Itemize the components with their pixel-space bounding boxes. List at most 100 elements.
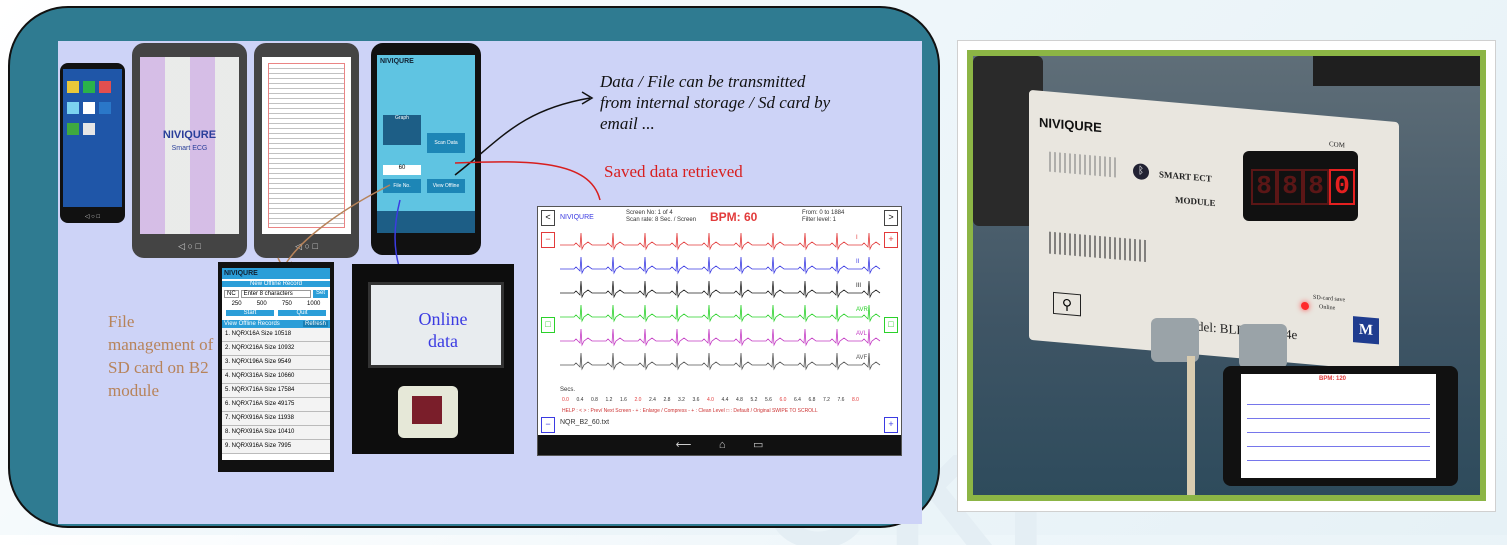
offline-records-tablet: NIVIQURE New Offline Record NC Enter 8 c…	[218, 262, 334, 472]
recents-icon[interactable]: ▭	[753, 439, 764, 451]
splash-phone: NIVIQURE Smart ECG ◁ ○ □	[132, 43, 247, 258]
refresh-button[interactable]: Refresh	[302, 321, 328, 327]
bluetooth-icon: ᛒ	[1133, 162, 1149, 181]
menu-value: 60	[383, 165, 421, 175]
list-item[interactable]: 4. NQRX316A Size 10660	[222, 370, 330, 384]
quit-button[interactable]: Quit	[278, 310, 326, 316]
switch-bank	[1049, 151, 1119, 178]
list-item[interactable]: 3. NQRX196A Size 9549	[222, 356, 330, 370]
secs-tick: 3.2	[678, 397, 685, 403]
ecg-trace-ii	[560, 256, 881, 275]
launcher-icons	[63, 69, 122, 152]
seven-segment-display: 8 8 8 0	[1243, 151, 1358, 221]
ecg-brand: NIVIQURE	[560, 214, 594, 221]
splash-nav: ◁ ○ □	[178, 241, 201, 251]
lead-label: AVF	[856, 355, 868, 361]
new-offline-record: New Offline Record	[222, 281, 330, 287]
home-icon[interactable]: ⌂	[718, 439, 726, 451]
start-button[interactable]: Start	[226, 310, 274, 316]
menu-button-graph[interactable]: Graph	[383, 115, 421, 145]
secs-tick: 3.6	[692, 397, 700, 403]
lead-label: III	[856, 283, 861, 289]
online-label: Online	[1319, 304, 1336, 312]
rate-option[interactable]: 250	[231, 301, 242, 307]
compress-button[interactable]: +	[884, 232, 898, 248]
from-range: From: 0 to 1884	[802, 210, 845, 216]
info-screen	[262, 57, 351, 234]
secs-tick: 7.2	[823, 397, 830, 403]
next-screen-button[interactable]: >	[884, 210, 898, 226]
com-label: COM	[1329, 140, 1345, 150]
lead-label: I	[856, 235, 858, 241]
filter-level: Filter level: 1	[802, 217, 837, 223]
android-nav-bar: ⟵ ⌂ ▭	[538, 435, 901, 455]
online-data-photo: Online data	[352, 264, 514, 454]
list-item[interactable]: 6. NQRX716A Size 49175	[222, 398, 330, 412]
monitor-screen	[368, 282, 504, 368]
rate-option[interactable]: 1000	[307, 301, 321, 307]
secs-tick: 6.0	[779, 397, 787, 403]
default-right-button[interactable]: □	[884, 317, 898, 333]
secs-tick: 1.6	[620, 397, 627, 403]
secs-tick: 4.0	[707, 397, 714, 403]
list-item[interactable]: 9. NQRX916A Size 7995	[222, 440, 330, 454]
default-left-button[interactable]: □	[541, 317, 555, 333]
menu-button-view-offline[interactable]: View Offline	[427, 179, 465, 193]
lead-label: AVR	[856, 307, 869, 313]
menu-button-scan[interactable]: Scan Data	[427, 133, 465, 153]
list-item[interactable]: 2. NQRX216A Size 10932	[222, 342, 330, 356]
file-management-note: File management of SD card on B2 module	[108, 312, 214, 400]
lead-label: AVL	[856, 331, 868, 337]
list-item[interactable]: 8. NQRX916A Size 10410	[222, 426, 330, 440]
secs-label: Secs.	[560, 387, 576, 393]
enlarge-button[interactable]: −	[541, 232, 555, 248]
secs-tick: 0.8	[591, 397, 598, 403]
record-name-input[interactable]: Enter 8 characters	[240, 290, 311, 298]
secs-tick: 0.0	[562, 397, 569, 403]
view-offline-records: View Offline Records	[224, 321, 280, 327]
secs-tick: 2.4	[649, 397, 656, 403]
menu-button-file-no[interactable]: File No.	[383, 179, 421, 193]
secs-tick: 5.2	[750, 397, 758, 403]
smartphone-screen: BPM: 120	[1241, 374, 1436, 478]
list-item[interactable]: 1. NQRX16A Size 10518	[222, 328, 330, 342]
secs-tick: 8.0	[852, 397, 859, 403]
bpm-readout: BPM: 60	[710, 210, 758, 224]
connector-2	[1239, 324, 1287, 368]
secs-tick: 6.8	[808, 397, 816, 403]
prev-screen-button[interactable]: <	[541, 210, 555, 226]
clean-plus-button[interactable]: +	[884, 417, 898, 433]
phone-bpm: BPM: 120	[1319, 376, 1347, 382]
cable	[1187, 356, 1195, 495]
lead-label: II	[856, 259, 860, 265]
person-icon: ⚲	[1053, 291, 1081, 317]
rate-option[interactable]: 500	[256, 301, 267, 307]
device-photo: NIVIQURE SMART ECT MODULE ᛒ COM ⚲ Model:…	[973, 56, 1480, 495]
list-item[interactable]: 7. NQRX916A Size 11938	[222, 412, 330, 426]
info-nav: ◁ ○ □	[295, 241, 318, 251]
splash-screen: NIVIQURE Smart ECG	[140, 57, 239, 234]
clean-minus-button[interactable]: −	[541, 417, 555, 433]
online-data-label: Online data	[418, 309, 468, 351]
launcher-nav: ◁ ○ □	[84, 214, 101, 220]
secs-tick: 2.8	[663, 397, 671, 403]
secs-tick: 4.4	[721, 397, 729, 403]
secs-tick: 4.8	[736, 397, 743, 403]
set-button[interactable]: Set	[312, 290, 328, 298]
menu-phone: NIVIQURE Graph Scan Data 60 File No. Vie…	[371, 43, 481, 255]
back-icon[interactable]: ⟵	[675, 439, 692, 451]
right-photo-border: NIVIQURE SMART ECT MODULE ᛒ COM ⚲ Model:…	[967, 50, 1486, 501]
offline-records-screen: NIVIQURE New Offline Record NC Enter 8 c…	[222, 268, 330, 460]
sd-card-label: SD-card save	[1313, 294, 1346, 304]
list-item[interactable]: 5. NQRX716A Size 17584	[222, 384, 330, 398]
digit: 8	[1251, 169, 1277, 205]
screen-number: Screen No: 1 of 4	[626, 210, 673, 216]
digit: 8	[1303, 169, 1329, 205]
rate-option[interactable]: 750	[281, 301, 292, 307]
record-list: 1. NQRX16A Size 10518 2. NQRX216A Size 1…	[222, 328, 330, 454]
saved-data-note: Saved data retrieved	[604, 162, 743, 181]
ecg-trace-avl	[560, 328, 881, 347]
b2-module-device	[398, 386, 458, 438]
switch-bank-2	[1049, 231, 1149, 263]
